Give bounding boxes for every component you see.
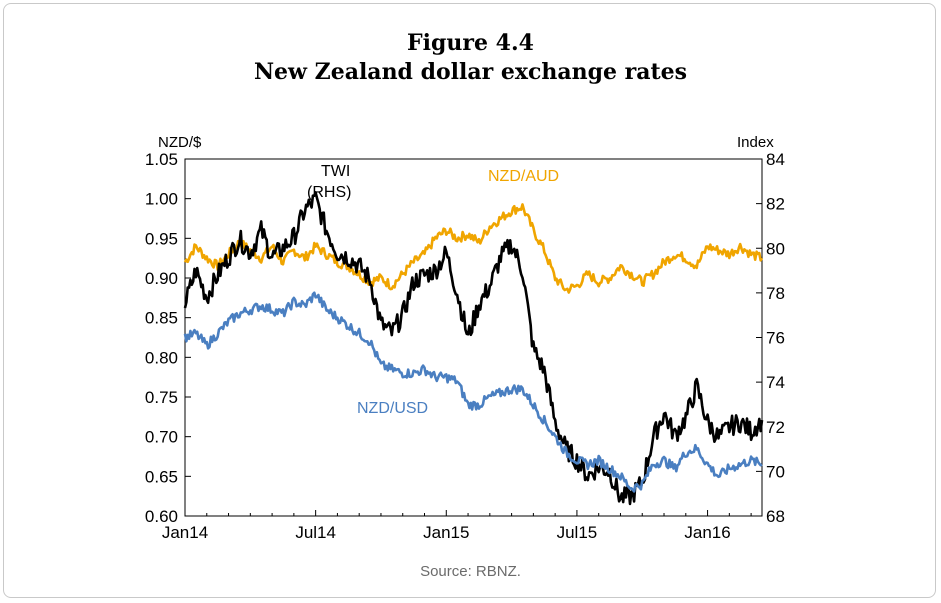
- left-tick-label: 0.65: [145, 467, 178, 486]
- x-tick-label: Jan16: [684, 523, 730, 542]
- plot-area: [184, 158, 763, 517]
- right-tick-label: 80: [766, 239, 785, 258]
- source-note: Source: RBNZ.: [420, 563, 521, 580]
- right-tick-label: 84: [766, 150, 785, 169]
- right-tick-label: 76: [766, 329, 785, 348]
- left-tick-label: 1.05: [145, 150, 178, 169]
- left-tick-label: 0.95: [145, 229, 178, 248]
- series-line-nzd-aud: [183, 203, 764, 294]
- left-tick-label: 0.85: [145, 309, 178, 328]
- nzdaud-annotation: NZD/AUD: [488, 168, 559, 185]
- left-tick-label: 0.60: [145, 507, 178, 526]
- x-tick-label: Jan14: [162, 523, 208, 542]
- right-tick-label: 78: [766, 284, 785, 303]
- right-tick-label: 68: [766, 507, 785, 526]
- right-axis-unit: Index: [737, 134, 774, 151]
- left-axis-unit: NZD/$: [158, 134, 202, 151]
- left-tick-label: 0.70: [145, 428, 178, 447]
- x-tick-label: Jan15: [423, 523, 469, 542]
- figure-label: Figure 4.4: [407, 30, 534, 56]
- left-tick-label: 0.90: [145, 269, 178, 288]
- series-line-twi-rhs: [183, 191, 764, 506]
- right-tick-label: 82: [766, 195, 785, 214]
- figure-title: New Zealand dollar exchange rates: [253, 59, 688, 85]
- figure-frame: [3, 3, 936, 598]
- series-line-nzd-usd: [183, 291, 763, 493]
- x-tick-label: Jul15: [557, 523, 598, 542]
- twi-annotation-line1: TWI: [321, 163, 350, 180]
- left-tick-label: 0.80: [145, 348, 178, 367]
- twi-annotation-line2: (RHS): [307, 184, 351, 201]
- nzdusd-annotation: NZD/USD: [357, 400, 428, 417]
- right-tick-label: 74: [766, 373, 785, 392]
- x-tick-label: Jul14: [295, 523, 336, 542]
- left-tick-label: 1.00: [145, 190, 178, 209]
- right-tick-label: 72: [766, 418, 785, 437]
- right-tick-label: 70: [766, 462, 785, 481]
- left-tick-label: 0.75: [145, 388, 178, 407]
